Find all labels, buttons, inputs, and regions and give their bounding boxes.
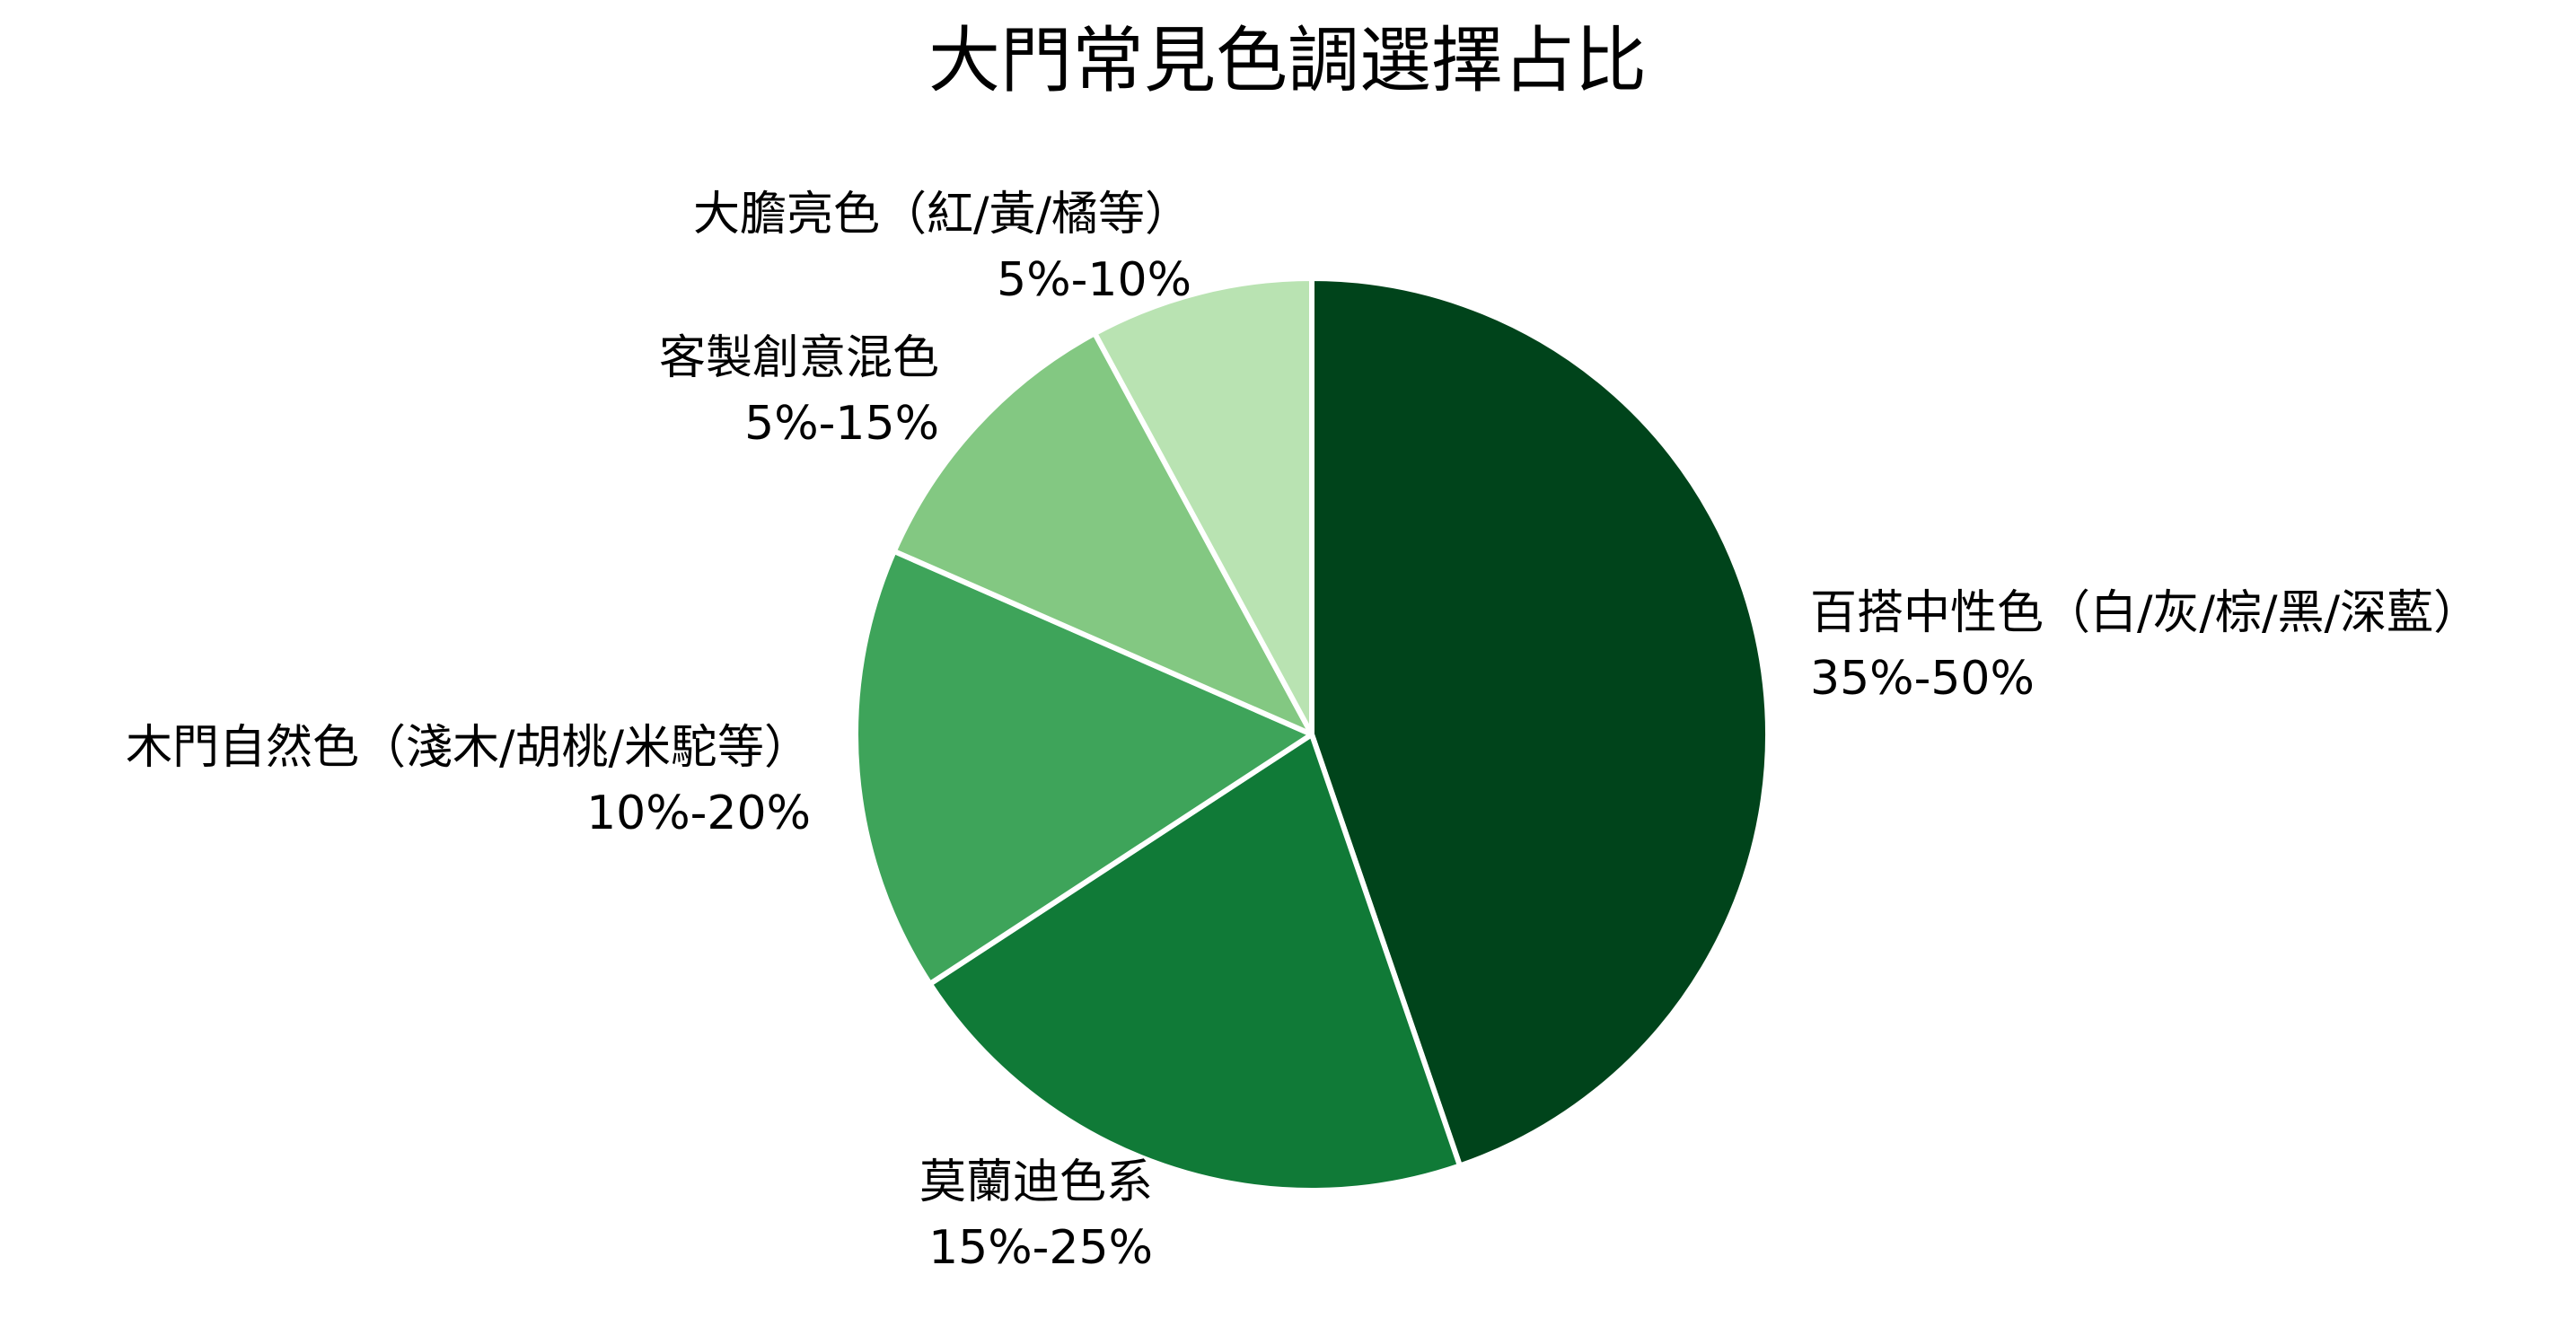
slice-labels: 百搭中性色（白/灰/棕/黑/深藍） 35%-50% 莫蘭迪色系 15%-25% 木門自然… bbox=[126, 188, 2480, 1275]
slice-value-label: 15%-25% bbox=[928, 1221, 1153, 1275]
pie-slice bbox=[927, 732, 1463, 1194]
pie-slices bbox=[853, 276, 1772, 1194]
slice-category-label: 莫蘭迪色系 bbox=[919, 1155, 1153, 1209]
slice-category-label: 百搭中性色（白/灰/棕/黑/深藍） bbox=[1810, 586, 2480, 640]
pie-slice bbox=[1309, 276, 1772, 1169]
slice-value-label: 10%-20% bbox=[586, 786, 811, 840]
slice-value-label: 35%-50% bbox=[1810, 652, 2035, 706]
slice-category-label: 客製創意混色 bbox=[659, 331, 939, 385]
slice-category-label: 大膽亮色（紅/黃/橘等） bbox=[693, 188, 1191, 242]
slice-value-label: 5%-15% bbox=[744, 397, 939, 451]
slice-value-label: 5%-10% bbox=[997, 253, 1191, 307]
pie-slice bbox=[1092, 276, 1314, 737]
pie-slice bbox=[891, 330, 1314, 737]
pie-slice bbox=[853, 548, 1314, 987]
chart-title: 大門常見色調選擇占比 bbox=[928, 19, 1647, 102]
slice-category-label: 木門自然色（淺木/胡桃/米駝等） bbox=[126, 721, 811, 775]
